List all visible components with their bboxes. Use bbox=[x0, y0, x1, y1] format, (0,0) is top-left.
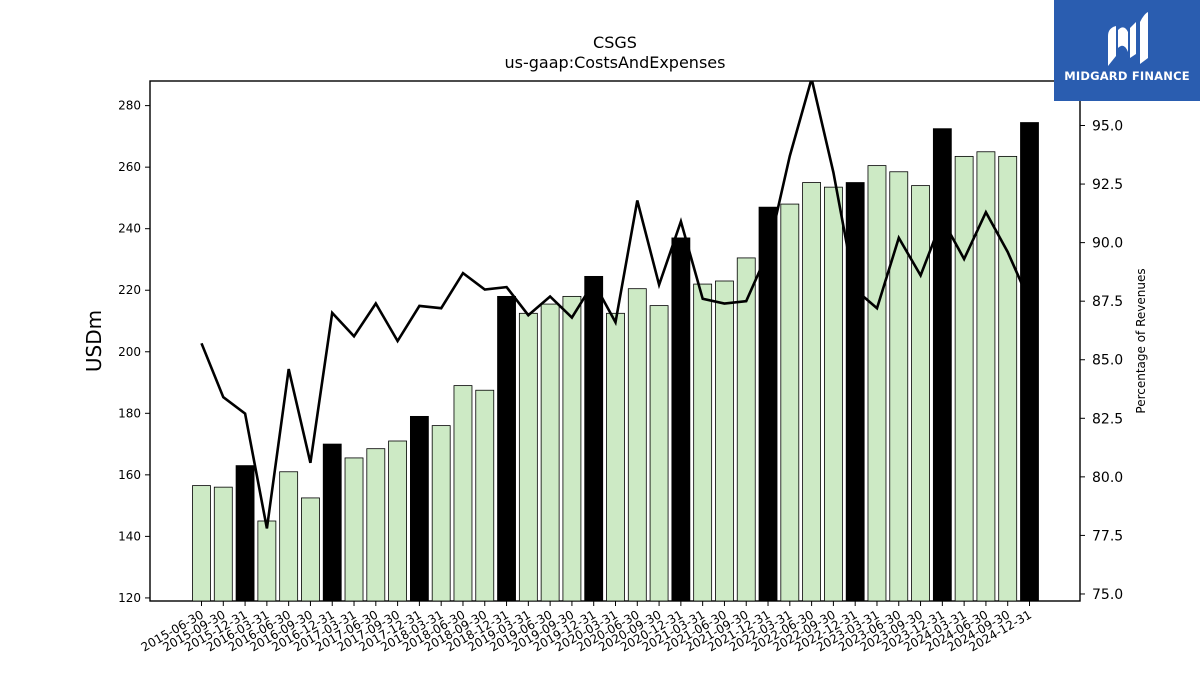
bar-2020-12-31 bbox=[671, 237, 691, 602]
bar-2015-09-30 bbox=[213, 486, 233, 602]
bar-2016-12-31 bbox=[322, 443, 342, 602]
bar-2020-03-31 bbox=[606, 312, 625, 602]
y-tick-label: 160 bbox=[118, 468, 141, 482]
bar-2023-09-30 bbox=[911, 185, 930, 602]
midgard-finance-logo: MIDGARD FINANCE bbox=[1054, 0, 1200, 101]
bar-2020-06-30 bbox=[627, 288, 647, 602]
bar-2019-03-31 bbox=[518, 312, 538, 602]
bar-2017-12-31 bbox=[409, 415, 429, 602]
y2-tick-label: 95.0 bbox=[1092, 119, 1123, 135]
bar-2017-09-30 bbox=[388, 440, 408, 602]
bar-2021-03-31 bbox=[693, 283, 713, 602]
axes: 120 140 160 180 200 220 240 260 280 75.0 77.5 80.0 8… bbox=[118, 99, 1123, 655]
y2-tick-label: 90.0 bbox=[1092, 236, 1123, 252]
y-axis-label: USDm bbox=[82, 310, 106, 372]
bar-2022-12-31 bbox=[845, 182, 865, 602]
bar-2018-06-30 bbox=[453, 385, 473, 602]
bars bbox=[192, 122, 1039, 602]
bar-2016-09-30 bbox=[301, 497, 320, 602]
y2-tick-label: 82.5 bbox=[1092, 411, 1123, 427]
bar-2020-09-30 bbox=[649, 305, 669, 602]
bar-2023-12-31 bbox=[932, 128, 952, 602]
bar-2024-06-30 bbox=[976, 151, 996, 602]
bar-2018-12-31 bbox=[497, 295, 516, 602]
y2-tick-label: 80.0 bbox=[1092, 470, 1123, 486]
y2-tick-label: 92.5 bbox=[1092, 177, 1123, 193]
midgard-logo-icon bbox=[1108, 12, 1148, 66]
y-tick-label: 120 bbox=[118, 591, 141, 605]
y-tick-label: 180 bbox=[118, 406, 141, 420]
bar-2016-06-30 bbox=[279, 471, 299, 602]
chart-subtitle: us-gaap:CostsAndExpenses bbox=[505, 53, 726, 72]
bar-2023-03-31 bbox=[867, 165, 887, 602]
logo-text: MIDGARD FINANCE bbox=[1064, 69, 1190, 83]
percentage-line-path bbox=[200, 81, 1031, 529]
y2-tick-label: 77.5 bbox=[1092, 528, 1123, 544]
y-tick-label: 260 bbox=[118, 160, 141, 174]
bar-2024-09-30 bbox=[998, 155, 1018, 602]
bar-2019-09-30 bbox=[562, 295, 582, 602]
bar-2019-06-30 bbox=[540, 303, 560, 602]
bar-2021-06-30 bbox=[715, 280, 734, 602]
y2-tick-label: 85.0 bbox=[1092, 353, 1123, 369]
bar-2018-03-31 bbox=[431, 425, 451, 602]
bar-2022-03-31 bbox=[780, 203, 800, 602]
bar-2015-06-30 bbox=[192, 485, 211, 602]
bar-2015-12-31 bbox=[235, 465, 255, 602]
bar-2016-03-31 bbox=[257, 520, 277, 602]
bar-2017-03-31 bbox=[344, 457, 364, 602]
bar-2024-03-31 bbox=[954, 155, 974, 602]
bar-2019-12-31 bbox=[584, 275, 604, 602]
y2-axis-label: Percentage of Revenues bbox=[1134, 268, 1148, 413]
y-tick-label: 240 bbox=[118, 222, 141, 236]
chart-title: CSGS bbox=[593, 33, 637, 52]
y2-tick-label: 75.0 bbox=[1092, 587, 1123, 603]
y-tick-label: 200 bbox=[118, 345, 141, 359]
bar-2018-09-30 bbox=[475, 389, 495, 602]
y-tick-label: 140 bbox=[118, 529, 141, 543]
bar-2022-06-30 bbox=[802, 182, 822, 602]
bar-2022-09-30 bbox=[823, 186, 843, 602]
y-tick-label: 280 bbox=[118, 99, 141, 113]
percentage-line bbox=[200, 81, 1031, 529]
y2-tick-label: 87.5 bbox=[1092, 294, 1123, 310]
y-tick-label: 220 bbox=[118, 283, 141, 297]
bar-2021-09-30 bbox=[736, 257, 756, 602]
bar-2017-06-30 bbox=[366, 448, 386, 602]
bar-2024-12-31 bbox=[1020, 122, 1039, 602]
